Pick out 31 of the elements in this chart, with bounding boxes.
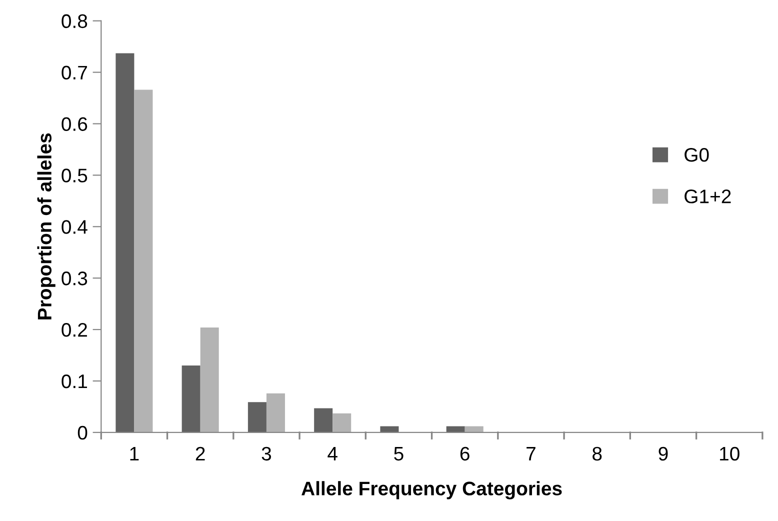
y-tick-label: 0.3 (62, 272, 88, 286)
y-tick-label: 0.6 (62, 117, 88, 131)
x-tick-label: 9 (658, 446, 668, 461)
bar (314, 408, 333, 432)
y-tick-label: 0 (78, 426, 88, 440)
y-tick-label: 0.1 (62, 374, 87, 388)
bar (248, 402, 266, 432)
legend-label: G1+2 (684, 190, 731, 204)
x-axis-title: Allele Frequency Categories (302, 481, 562, 500)
x-tick-label: 7 (526, 447, 536, 460)
bar (116, 53, 134, 432)
x-tick-label: 1 (130, 447, 139, 460)
legend-label: G0 (684, 148, 709, 162)
x-tick-label: 4 (328, 447, 338, 460)
x-tick-label: 3 (262, 446, 272, 461)
y-tick-label: 0.4 (62, 220, 88, 234)
x-tick-label: 2 (196, 446, 205, 460)
y-tick-label: 0.8 (62, 14, 88, 28)
bar (200, 327, 219, 432)
bar (134, 90, 153, 432)
y-tick-label: 0.7 (62, 66, 87, 80)
y-tick-label: 0.2 (62, 323, 87, 337)
bar (266, 393, 285, 432)
y-tick-label: 0.5 (62, 168, 88, 182)
bar (332, 413, 352, 432)
x-tick-label: 6 (460, 446, 470, 461)
bar (182, 366, 200, 432)
y-axis-title: Proportion of alleles (37, 133, 56, 320)
x-tick-label: 10 (720, 446, 740, 461)
x-tick-label: 5 (394, 447, 404, 461)
x-tick-label: 8 (592, 446, 602, 461)
